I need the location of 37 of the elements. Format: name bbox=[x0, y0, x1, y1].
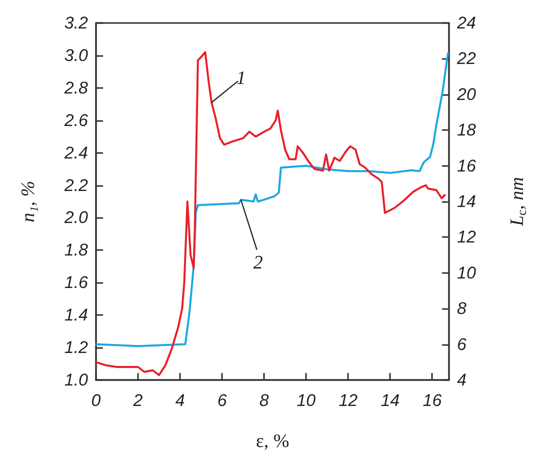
x-tick-label: 2 bbox=[132, 391, 144, 410]
y-tick-label: 2.8 bbox=[63, 78, 89, 98]
y2-tick-label: 4 bbox=[457, 370, 466, 390]
y2-tick-label: 16 bbox=[457, 156, 476, 176]
y-tick-label: 1.2 bbox=[64, 338, 89, 358]
x-tick-label: 8 bbox=[259, 391, 270, 410]
y-tick-label: 1.8 bbox=[64, 240, 89, 260]
y-axis-title: n₁, % bbox=[18, 180, 39, 222]
y-tick-label: 3.2 bbox=[64, 14, 89, 32]
y2-tick-label: 8 bbox=[457, 299, 467, 318]
y2-tick-label: 10 bbox=[457, 263, 476, 282]
y2-axis-title: Lc, nm bbox=[507, 176, 529, 228]
annotation: 2 bbox=[253, 252, 264, 274]
y2-tick-label: 22 bbox=[456, 49, 476, 68]
y2-tick-label: 12 bbox=[457, 228, 476, 247]
y2-tick-label: 20 bbox=[456, 84, 476, 104]
y2-tick-label: 14 bbox=[457, 192, 476, 211]
x-axis-title: ε, % bbox=[256, 431, 290, 452]
y-tick-label: 3.0 bbox=[64, 46, 89, 65]
x-tick-label: 16 bbox=[422, 391, 442, 410]
y-tick-label: 2.0 bbox=[63, 208, 89, 228]
y-tick-label: 1.0 bbox=[64, 370, 89, 390]
x-tick-label: 4 bbox=[175, 391, 185, 410]
y-tick-label: 1.4 bbox=[64, 306, 88, 325]
x-tick-label: 12 bbox=[338, 391, 358, 410]
y2-tick-label: 18 bbox=[457, 120, 476, 140]
y-tick-label: 2.4 bbox=[63, 143, 88, 162]
y-tick-label: 1.6 bbox=[64, 273, 89, 292]
x-tick-label: 0 bbox=[91, 391, 102, 410]
x-tick-label: 10 bbox=[296, 391, 316, 410]
x-tick-label: 6 bbox=[217, 391, 228, 410]
annotation: 1 bbox=[236, 68, 246, 90]
y-tick-label: 2.6 bbox=[63, 110, 89, 130]
x-tick-label: 14 bbox=[380, 391, 400, 410]
y2-tick-label: 6 bbox=[457, 334, 467, 354]
y2-tick-label: 24 bbox=[456, 14, 476, 32]
y-tick-label: 2.2 bbox=[63, 176, 89, 195]
